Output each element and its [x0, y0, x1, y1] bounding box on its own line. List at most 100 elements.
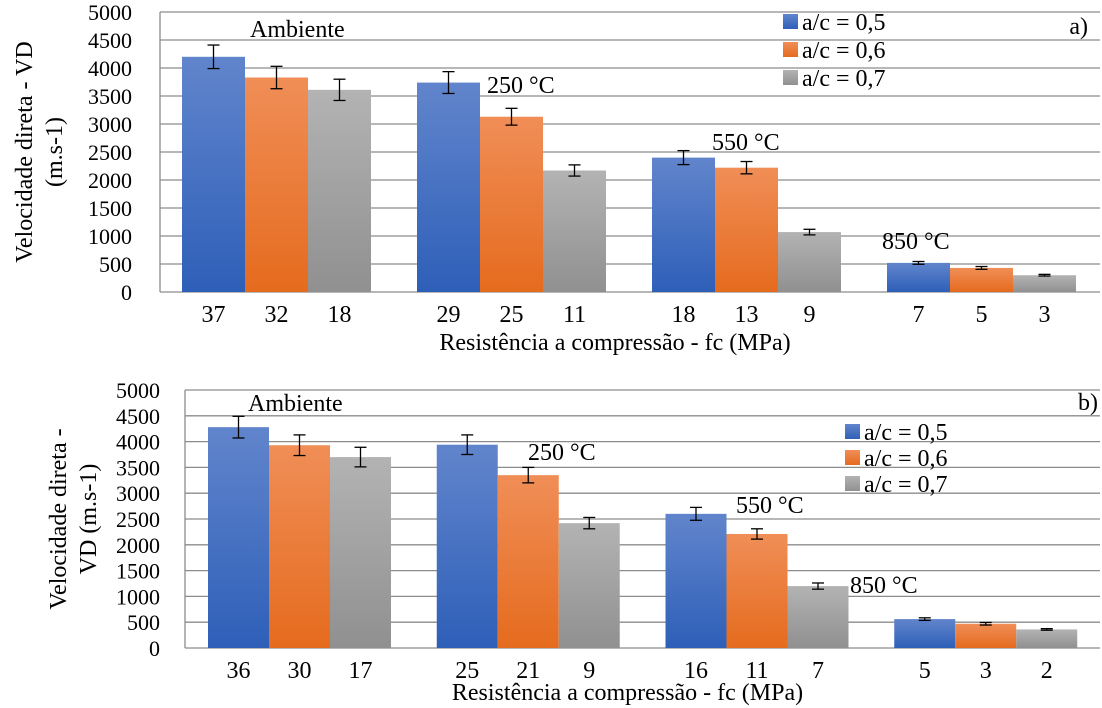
y-axis-title: Velocidade direta - VD	[12, 41, 38, 262]
panel-label: b)	[1078, 390, 1098, 416]
legend-label: a/c = 0,7	[802, 66, 886, 92]
chart-panel-b: 0500100015002000250030003500400045005000…	[46, 378, 1100, 706]
group-annotation: Ambiente	[250, 17, 345, 43]
y-tick-label: 1000	[88, 224, 132, 249]
y-axis-title: VD (m.s-1)	[76, 464, 102, 575]
bar	[955, 623, 1017, 648]
group-annotation: 550 °C	[712, 130, 780, 156]
bar	[787, 586, 849, 648]
y-tick-label: 2000	[116, 533, 160, 558]
group-annotation: 550 °C	[736, 493, 804, 519]
x-tick-label: 2	[1041, 658, 1053, 684]
group-annotation: 850 °C	[882, 229, 950, 255]
x-tick-label: 30	[288, 658, 312, 684]
y-tick-label: 0	[121, 280, 132, 305]
x-tick-label: 9	[583, 658, 595, 684]
x-tick-label: 32	[265, 302, 289, 328]
y-tick-label: 1500	[116, 559, 160, 584]
bar	[436, 444, 498, 648]
y-axis-title: Velocidade direta -	[46, 428, 72, 609]
x-tick-label: 29	[437, 302, 461, 328]
y-tick-label: 3000	[88, 112, 132, 137]
x-tick-label: 36	[227, 658, 251, 684]
y-tick-label: 1000	[116, 584, 160, 609]
bar	[269, 445, 330, 648]
legend-label: a/c = 0,7	[864, 472, 948, 498]
legend-swatch	[845, 424, 860, 439]
y-tick-label: 3500	[88, 84, 132, 109]
bar	[894, 619, 956, 648]
x-tick-label: 18	[328, 302, 352, 328]
x-tick-label: 5	[976, 302, 988, 328]
bar	[245, 77, 308, 293]
bar	[726, 533, 788, 648]
legend-swatch	[845, 450, 860, 465]
group-annotation: 250 °C	[487, 73, 555, 99]
y-tick-label: 500	[99, 252, 132, 277]
x-tick-label: 37	[202, 302, 226, 328]
legend-label: a/c = 0,5	[802, 10, 886, 36]
bar	[950, 267, 1013, 292]
y-tick-label: 1500	[88, 196, 132, 221]
legend-swatch	[783, 42, 798, 57]
y-tick-label: 4500	[116, 404, 160, 429]
bar	[1016, 629, 1078, 648]
x-axis-title: Resistência a compressão - fc (MPa)	[452, 680, 803, 706]
group-annotation: 850 °C	[850, 573, 918, 599]
y-tick-label: 3000	[116, 481, 160, 506]
legend-label: a/c = 0,6	[802, 38, 886, 64]
y-tick-label: 5000	[88, 0, 132, 25]
bar	[182, 56, 245, 292]
x-tick-label: 13	[735, 302, 759, 328]
y-tick-label: 2500	[88, 140, 132, 165]
y-tick-label: 5000	[116, 378, 160, 403]
bar	[497, 475, 559, 648]
x-tick-label: 9	[804, 302, 816, 328]
x-tick-label: 16	[684, 658, 708, 684]
bar	[480, 116, 543, 292]
y-tick-label: 3500	[116, 455, 160, 480]
y-axis-title: (m.s-1)	[42, 117, 68, 187]
bar	[208, 427, 269, 648]
x-tick-label: 3	[1039, 302, 1051, 328]
legend-swatch	[783, 14, 798, 29]
bar	[652, 157, 715, 292]
bar	[887, 262, 950, 292]
x-axis-title: Resistência a compressão - fc (MPa)	[439, 330, 790, 356]
bar	[308, 89, 371, 292]
legend-swatch	[845, 476, 860, 491]
bar	[1013, 275, 1076, 292]
group-annotation: Ambiente	[248, 391, 343, 417]
x-tick-label: 5	[919, 658, 931, 684]
x-tick-label: 3	[980, 658, 992, 684]
y-tick-label: 2000	[88, 168, 132, 193]
x-tick-label: 21	[516, 658, 540, 684]
legend-label: a/c = 0,5	[864, 420, 948, 446]
y-tick-label: 4000	[88, 56, 132, 81]
panel-label: a)	[1069, 14, 1088, 40]
legend-swatch	[783, 70, 798, 85]
bar	[778, 232, 841, 292]
y-tick-label: 4500	[88, 28, 132, 53]
y-tick-label: 4000	[116, 430, 160, 455]
bar	[417, 82, 480, 292]
y-tick-label: 0	[149, 636, 160, 661]
x-tick-label: 25	[500, 302, 524, 328]
y-tick-label: 500	[127, 610, 160, 635]
x-tick-label: 7	[913, 302, 925, 328]
x-tick-label: 25	[455, 658, 479, 684]
bar	[558, 523, 620, 648]
bar	[715, 167, 778, 292]
x-tick-label: 11	[745, 658, 768, 684]
x-tick-label: 18	[672, 302, 696, 328]
bar	[330, 457, 391, 648]
chart-panel-a: 0 500 1000 1500 2000 2500 3000 3500 4000 4500 5000…	[12, 0, 1100, 356]
legend-label: a/c = 0,6	[864, 446, 948, 472]
x-tick-label: 11	[563, 302, 586, 328]
bar	[543, 170, 606, 292]
x-tick-label: 7	[812, 658, 824, 684]
group-annotation: 250 °C	[528, 440, 596, 466]
x-tick-label: 17	[349, 658, 373, 684]
bar	[665, 513, 727, 648]
